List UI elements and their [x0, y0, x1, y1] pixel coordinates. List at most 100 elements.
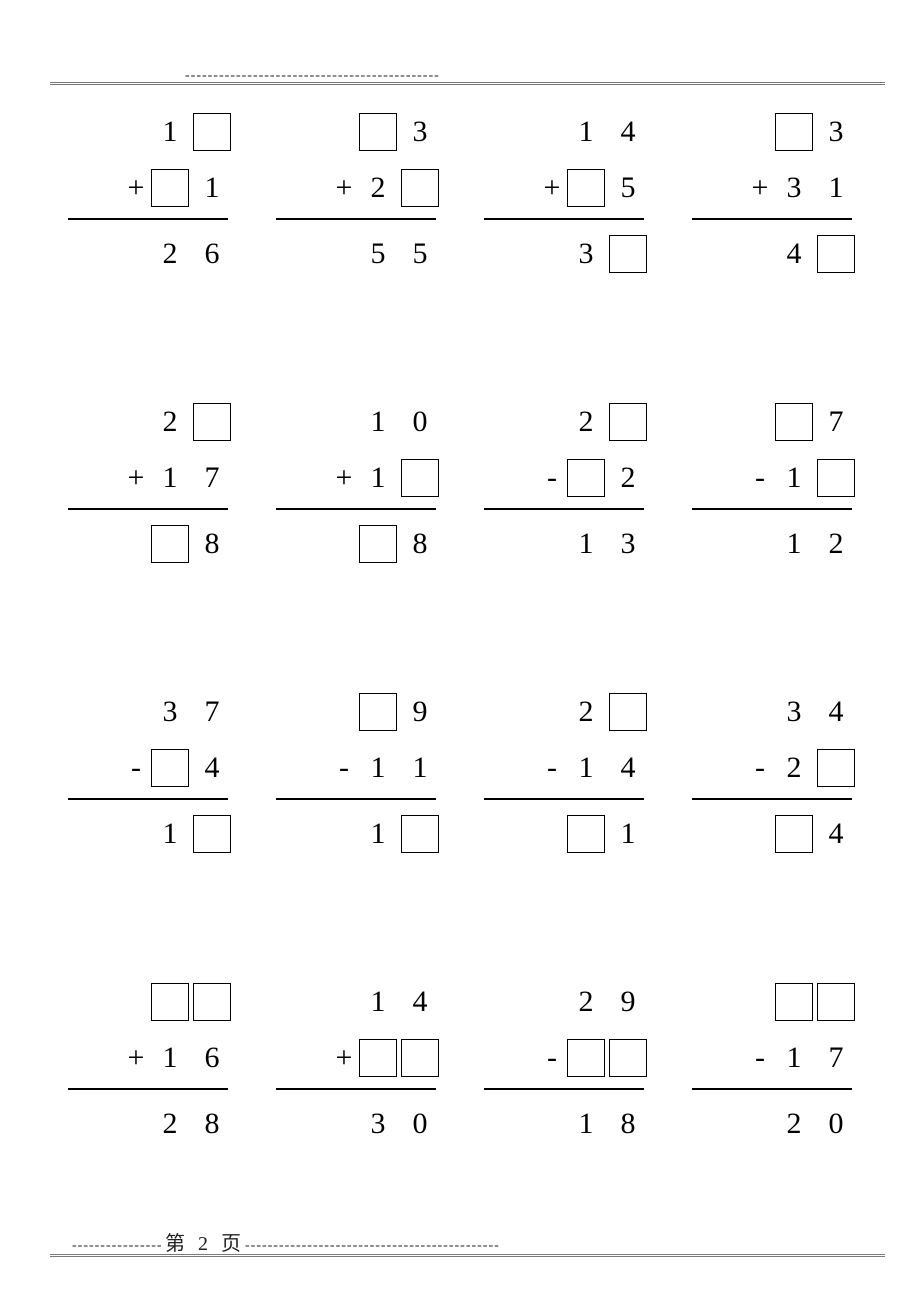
operand-row-1: [63, 974, 233, 1030]
blank-box[interactable]: [609, 403, 647, 441]
digit-cell: 9: [399, 691, 441, 733]
blank-box[interactable]: [567, 169, 605, 207]
digit-cell: 3: [607, 523, 649, 565]
result-row: 30: [271, 1096, 441, 1152]
equals-rule: [68, 798, 228, 800]
equals-rule: [484, 218, 644, 220]
digit-cell: 1: [565, 111, 607, 153]
blank-box[interactable]: [817, 749, 855, 787]
result-row: 3: [479, 226, 649, 282]
result-row: 4: [687, 806, 857, 862]
result-row: 18: [479, 1096, 649, 1152]
blank-box[interactable]: [817, 235, 855, 273]
digit-cell: 1: [399, 747, 441, 789]
blank-box[interactable]: [609, 693, 647, 731]
blank-box[interactable]: [359, 693, 397, 731]
result-row: 55: [271, 226, 441, 282]
blank-box[interactable]: [775, 113, 813, 151]
digit-cell: 2: [149, 401, 191, 443]
operand-row-2: -2: [479, 450, 649, 506]
blank-box[interactable]: [151, 169, 189, 207]
blank-box[interactable]: [193, 815, 231, 853]
digit-cell: 0: [399, 1103, 441, 1145]
digit-cell: 7: [815, 1037, 857, 1079]
blank-box[interactable]: [609, 235, 647, 273]
blank-box[interactable]: [359, 525, 397, 563]
operand-row-2: -14: [479, 740, 649, 796]
digit-cell: 5: [607, 167, 649, 209]
blank-box[interactable]: [775, 983, 813, 1021]
blank-box[interactable]: [151, 749, 189, 787]
equals-rule: [484, 798, 644, 800]
math-problem: 3+314: [674, 98, 870, 388]
problems-grid: 1+1263+25514+533+3142+17810+182-2137-112…: [50, 98, 870, 1258]
digit-cell: 3: [565, 233, 607, 275]
blank-box[interactable]: [401, 459, 439, 497]
blank-box[interactable]: [817, 459, 855, 497]
operator: +: [331, 457, 357, 499]
blank-box[interactable]: [359, 1039, 397, 1077]
digit-cell: 2: [149, 233, 191, 275]
operand-row-1: 2: [63, 394, 233, 450]
operand-row-2: +5: [479, 160, 649, 216]
digit-cell: 7: [191, 691, 233, 733]
operator: -: [539, 457, 565, 499]
blank-box[interactable]: [401, 815, 439, 853]
digit-cell: 1: [773, 523, 815, 565]
digit-cell: 1: [565, 1103, 607, 1145]
result-row: 28: [63, 1096, 233, 1152]
blank-box[interactable]: [775, 815, 813, 853]
blank-box[interactable]: [193, 403, 231, 441]
digit-cell: 4: [815, 691, 857, 733]
operand-row-2: +31: [687, 160, 857, 216]
operand-row-1: 7: [687, 394, 857, 450]
digit-cell: 1: [815, 167, 857, 209]
blank-box[interactable]: [609, 1039, 647, 1077]
digit-cell: 2: [773, 1103, 815, 1145]
blank-box[interactable]: [193, 113, 231, 151]
blank-box[interactable]: [401, 1039, 439, 1077]
operand-row-2: -4: [63, 740, 233, 796]
blank-box[interactable]: [401, 169, 439, 207]
blank-box[interactable]: [775, 403, 813, 441]
digit-cell: 4: [607, 747, 649, 789]
operand-row-1: 34: [687, 684, 857, 740]
blank-box[interactable]: [817, 983, 855, 1021]
equals-rule: [484, 508, 644, 510]
result-row: 8: [63, 516, 233, 572]
blank-box[interactable]: [567, 459, 605, 497]
operator: +: [331, 1037, 357, 1079]
math-problem: 10 +1 8: [258, 388, 454, 678]
blank-box[interactable]: [359, 113, 397, 151]
digit-cell: 1: [565, 523, 607, 565]
blank-box[interactable]: [193, 983, 231, 1021]
digit-cell: 1: [357, 401, 399, 443]
blank-box[interactable]: [151, 525, 189, 563]
math-problem: 2-141: [466, 678, 662, 968]
math-problem: -1720: [674, 968, 870, 1258]
digit-cell: 3: [149, 691, 191, 733]
digit-cell: 0: [399, 401, 441, 443]
digit-cell: 2: [565, 691, 607, 733]
digit-cell: 1: [773, 1037, 815, 1079]
math-problem: 9-111: [258, 678, 454, 968]
bottom-dash-left: ----------------: [72, 1238, 163, 1254]
operand-row-2: +2: [271, 160, 441, 216]
result-row: 8: [271, 516, 441, 572]
equals-rule: [692, 1088, 852, 1090]
operator: -: [539, 747, 565, 789]
operand-row-2: -17: [687, 1030, 857, 1086]
blank-box[interactable]: [567, 1039, 605, 1077]
operand-row-2: +17: [63, 450, 233, 506]
blank-box[interactable]: [567, 815, 605, 853]
operand-row-2: +1: [63, 160, 233, 216]
digit-cell: 1: [357, 813, 399, 855]
blank-box[interactable]: [151, 983, 189, 1021]
operand-row-2: +1: [271, 450, 441, 506]
digit-cell: 2: [815, 523, 857, 565]
operand-row-1: 3: [271, 104, 441, 160]
digit-cell: 3: [773, 167, 815, 209]
digit-cell: 8: [191, 523, 233, 565]
digit-cell: 9: [607, 981, 649, 1023]
operand-row-2: +: [271, 1030, 441, 1086]
